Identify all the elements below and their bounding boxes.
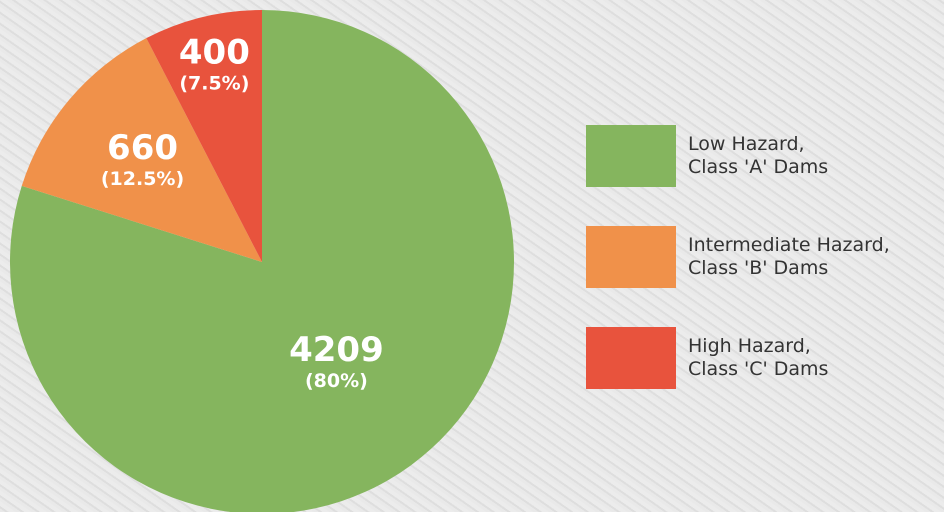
legend-label: Intermediate Hazard, Class 'B' Dams — [688, 234, 890, 279]
legend-item: High Hazard, Class 'C' Dams — [586, 327, 828, 389]
legend-label: Low Hazard, Class 'A' Dams — [688, 133, 829, 178]
percent-label: (80%) — [305, 370, 368, 392]
percent-label: (7.5%) — [179, 73, 249, 95]
legend-item: Low Hazard, Class 'A' Dams — [586, 125, 828, 187]
legend-item: Intermediate Hazard, Class 'B' Dams — [586, 226, 890, 288]
legend-swatch — [586, 327, 676, 389]
pie-slice — [10, 10, 514, 512]
legend-label: High Hazard, Class 'C' Dams — [688, 335, 829, 380]
legend-swatch — [586, 125, 676, 187]
percent-label: (12.5%) — [101, 168, 184, 190]
legend-swatch — [586, 226, 676, 288]
value-label: 400 — [179, 33, 250, 73]
value-label: 4209 — [289, 330, 384, 370]
pie-slice — [146, 9, 262, 262]
value-label: 660 — [107, 128, 178, 168]
pie-slice — [21, 38, 263, 262]
